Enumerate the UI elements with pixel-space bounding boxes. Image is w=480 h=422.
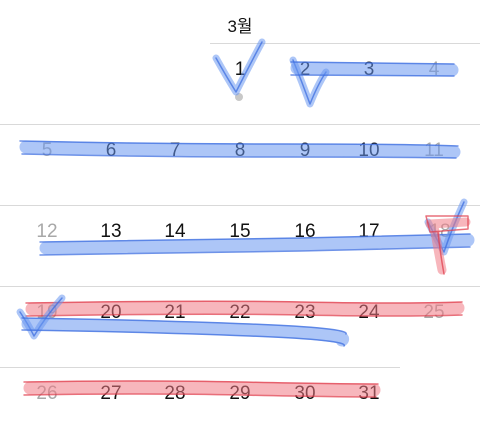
- today-indicator-dot: [235, 93, 243, 101]
- month-title: 3월: [227, 17, 253, 36]
- day-cell[interactable]: 3: [363, 59, 375, 80]
- day-cell[interactable]: 4: [428, 59, 440, 80]
- week-separator: [0, 286, 480, 287]
- day-cell[interactable]: 28: [164, 383, 186, 404]
- day-cell[interactable]: 30: [294, 383, 316, 404]
- day-cell[interactable]: 2: [299, 59, 311, 80]
- day-cell[interactable]: 8: [234, 140, 246, 161]
- week-separator: [210, 43, 480, 44]
- day-cell[interactable]: 25: [423, 302, 445, 323]
- day-cell[interactable]: 13: [100, 221, 122, 242]
- day-cell[interactable]: 26: [36, 383, 58, 404]
- day-cell[interactable]: 24: [358, 302, 380, 323]
- day-cell[interactable]: 20: [100, 302, 122, 323]
- day-cell[interactable]: 22: [229, 302, 251, 323]
- day-cell[interactable]: 6: [105, 140, 117, 161]
- day-cell[interactable]: 7: [169, 140, 181, 161]
- day-cell[interactable]: 23: [294, 302, 316, 323]
- week-separator: [0, 367, 400, 368]
- day-cell[interactable]: 21: [164, 302, 186, 323]
- day-cell[interactable]: 9: [299, 140, 311, 161]
- day-cell[interactable]: 12: [36, 221, 58, 242]
- day-cell[interactable]: 27: [100, 383, 122, 404]
- day-cell[interactable]: 1: [234, 59, 246, 80]
- day-cell[interactable]: 18: [429, 221, 451, 242]
- day-cell[interactable]: 31: [358, 383, 380, 404]
- day-cell[interactable]: 14: [164, 221, 186, 242]
- day-cell[interactable]: 11: [424, 140, 444, 161]
- day-cell[interactable]: 10: [358, 140, 380, 161]
- day-cell[interactable]: 5: [41, 140, 53, 161]
- week-separator: [0, 124, 480, 125]
- day-cell[interactable]: 17: [358, 221, 380, 242]
- week-separator: [0, 205, 480, 206]
- day-cell[interactable]: 15: [229, 221, 251, 242]
- day-cell[interactable]: 16: [294, 221, 316, 242]
- day-cell[interactable]: 29: [229, 383, 251, 404]
- day-cell[interactable]: 19: [36, 302, 58, 323]
